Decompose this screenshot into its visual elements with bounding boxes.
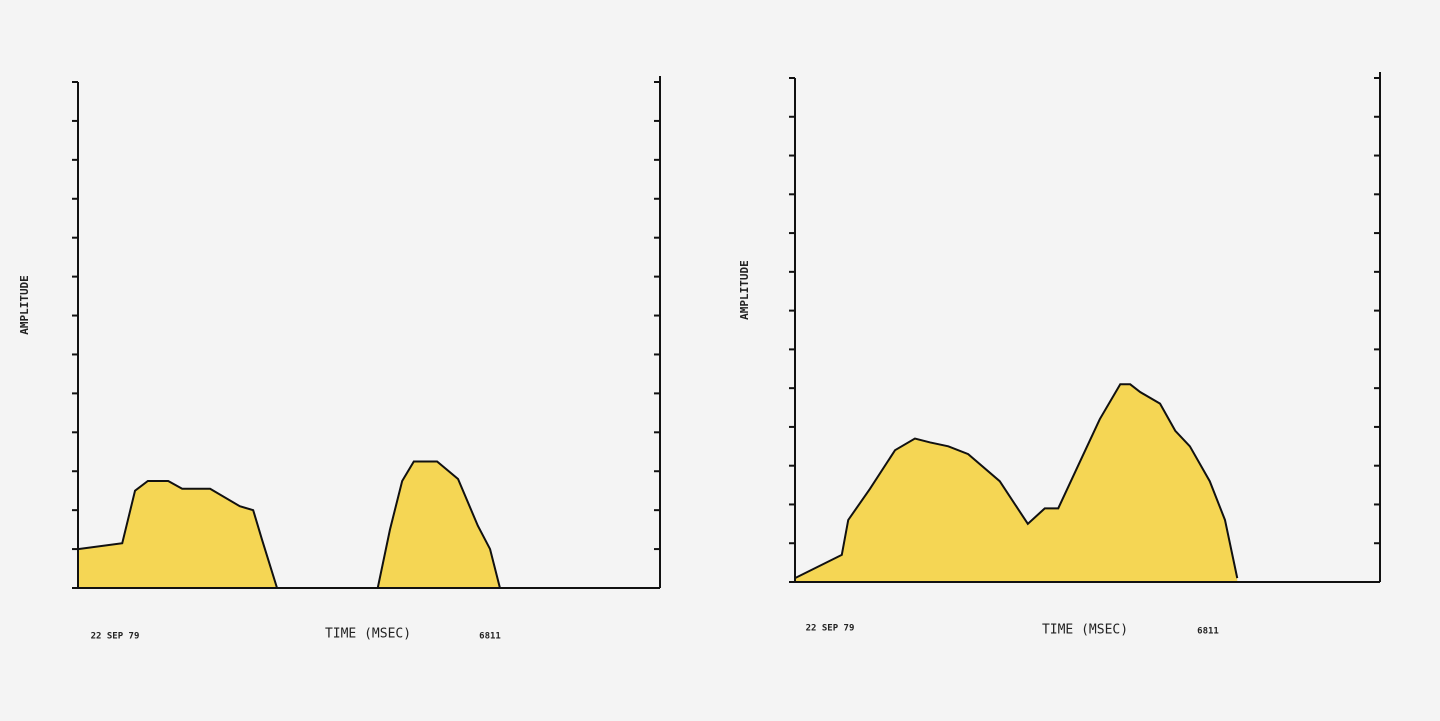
y-axis-label: AMPLITUDE [738,260,751,320]
date-label: 22 SEP 79 [91,632,140,642]
code-label: 6811 [479,632,501,642]
x-axis-label: TIME (MSEC) [325,627,411,642]
area [77,460,501,589]
code-label: 6811 [1197,627,1219,637]
area-fill [78,461,500,588]
date-label: 22 SEP 79 [806,624,855,634]
y-axis-label: AMPLITUDE [18,275,31,335]
x-axis-label: TIME (MSEC) [1042,623,1128,638]
area-fill [795,384,1238,582]
area [794,383,1239,580]
